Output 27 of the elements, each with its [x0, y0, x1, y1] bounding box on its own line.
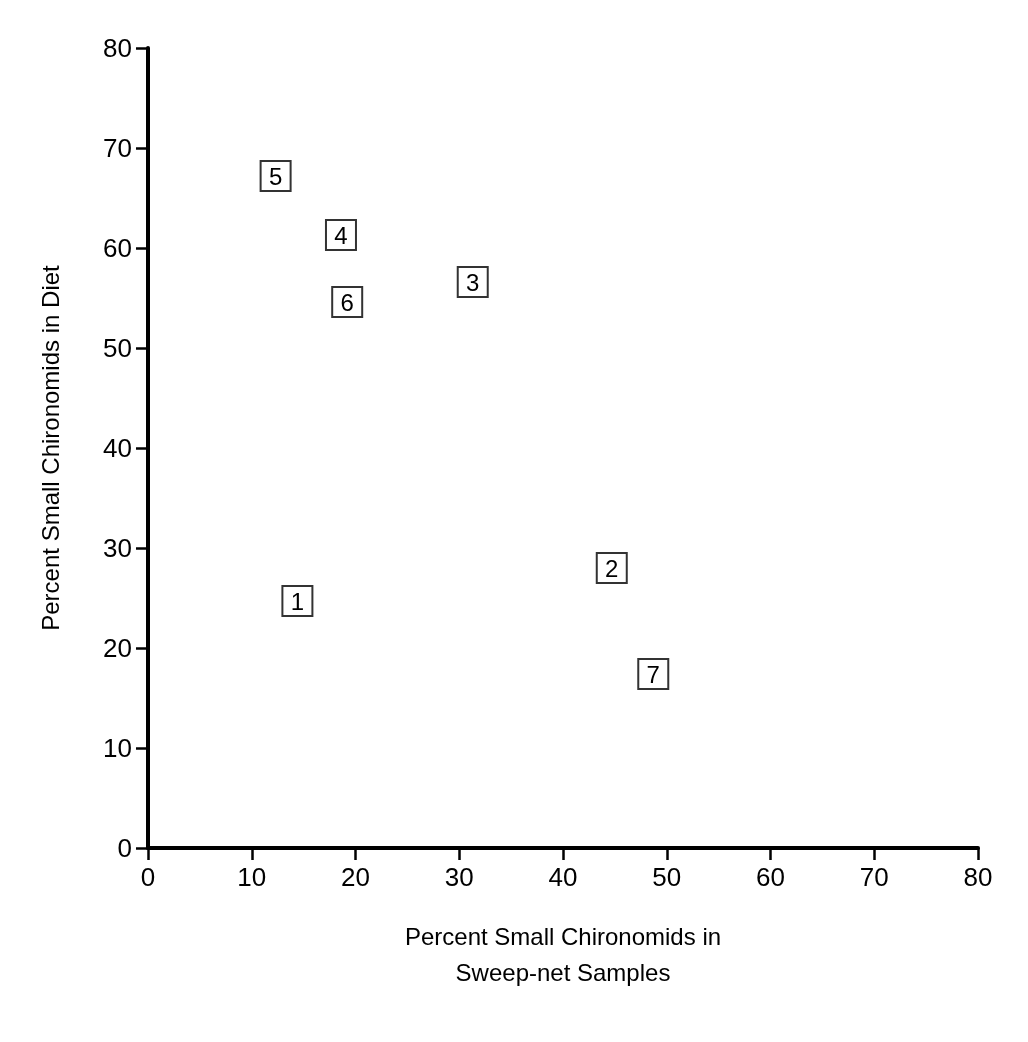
- y-axis-title: Percent Small Chironomids in Diet: [36, 264, 64, 631]
- y-tick-label: 0: [117, 833, 132, 863]
- annotation: 5: [268, 162, 283, 190]
- x-tick-label: 70: [859, 862, 889, 892]
- annotation: 2: [605, 554, 619, 582]
- x-tick-label: 0: [140, 862, 156, 892]
- y-tick-label: 80: [103, 33, 132, 63]
- y-tick-label: 10: [103, 733, 132, 763]
- y-tick-label: 20: [103, 633, 132, 663]
- x-tick-label: 50: [652, 862, 682, 892]
- y-tick-label: 70: [103, 133, 132, 163]
- x-tick-label: 30: [444, 862, 474, 892]
- y-tick-label: 60: [103, 233, 132, 263]
- annotation: 1: [290, 587, 305, 615]
- y-tick-label: 40: [103, 433, 132, 463]
- y-tick-label: 50: [103, 333, 132, 363]
- x-tick-label: 80: [963, 862, 993, 892]
- x-tick-label: 40: [548, 862, 578, 892]
- x-tick-label: 20: [341, 862, 370, 892]
- annotation: 3: [466, 268, 480, 296]
- y-tick-label: 30: [103, 533, 132, 563]
- annotation: 4: [334, 221, 348, 249]
- annotation: 6: [340, 288, 354, 316]
- annotation: 7: [646, 660, 660, 688]
- x-tick-label: 10: [237, 862, 267, 892]
- x-tick-label: 60: [756, 862, 785, 892]
- x-axis-title: Percent Small Chironomids in Sweep-net Samples: [404, 922, 722, 986]
